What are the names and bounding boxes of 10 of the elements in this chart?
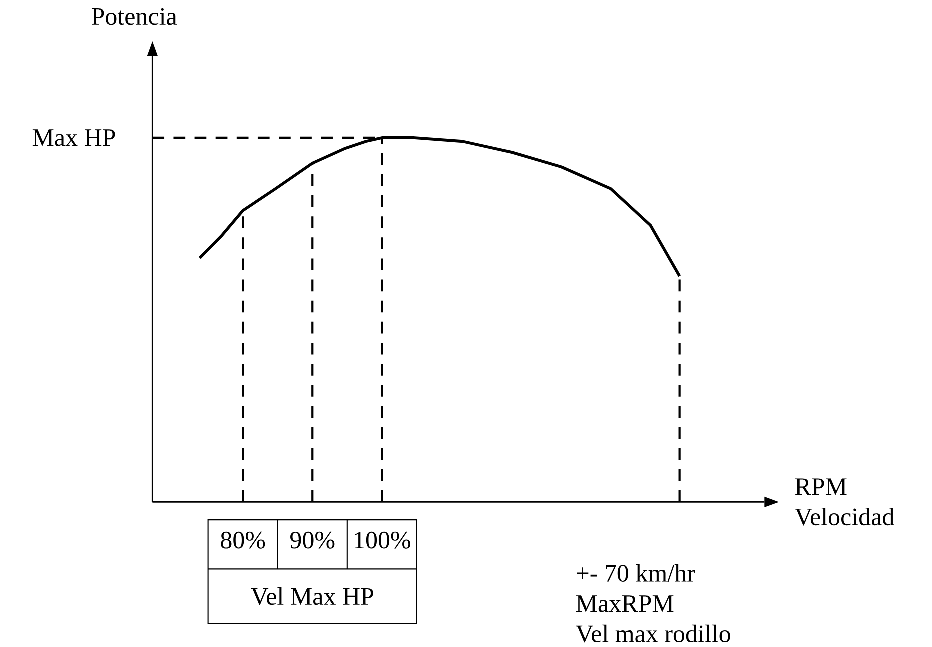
text: +- 70 km/hr xyxy=(577,564,696,582)
x-tick-label: 80% xyxy=(221,532,266,549)
text: Vel max rodillo xyxy=(576,624,730,643)
x-tick-label: 100% xyxy=(355,532,410,549)
y-axis-title: Potencia xyxy=(92,8,178,26)
x-tick-label: 90% xyxy=(290,532,335,549)
text: Vel Max HP xyxy=(251,588,374,606)
x-axis-title: RPM Velocidad xyxy=(794,478,894,526)
ref-line-label: Max HP xyxy=(32,130,116,146)
text: MaxRPM xyxy=(576,596,674,612)
